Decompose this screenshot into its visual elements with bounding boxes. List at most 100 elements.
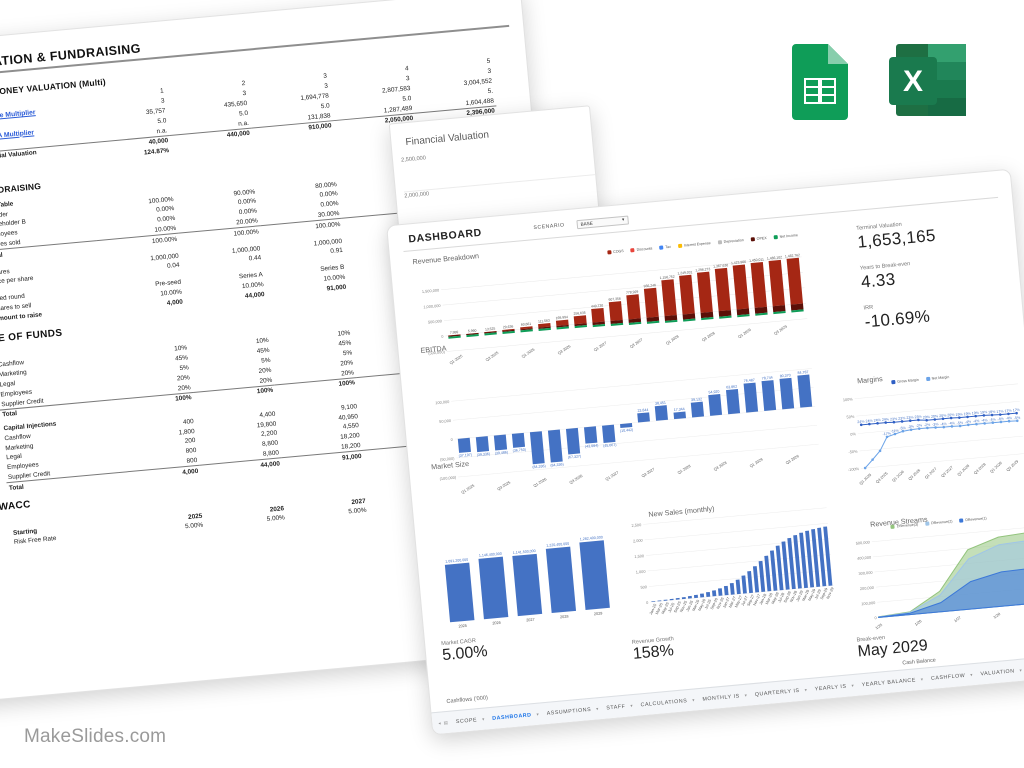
x-tick-label: Q1 2028: [677, 464, 692, 475]
data-point: [884, 421, 888, 424]
data-label: 169,994: [556, 315, 569, 320]
data-label: 20%: [931, 414, 939, 419]
dashboard-window[interactable]: DASHBOARD SCENARIO BASE ▾ Revenue Breakd…: [386, 168, 1024, 736]
bar: [743, 382, 759, 413]
x-tick-label: Q3 2027: [941, 465, 954, 478]
data-label: 17,344: [674, 407, 685, 412]
sheet-tab-bar[interactable]: ◂ ▤ SCOPE ▾ DASHBOARD ▾ ASSUMPTIONS ▾ STAFF ▾ CA…: [431, 655, 1024, 735]
data-label: -5%: [899, 426, 907, 431]
x-tick-label: Mar-27: [728, 596, 737, 609]
data-label: 20%: [939, 413, 947, 418]
data-point: [925, 418, 928, 422]
x-tick-label: Nov-27: [753, 593, 762, 606]
bar-segment-opex: [556, 324, 569, 328]
bar-segment-opex: [628, 318, 642, 323]
data-label: -4%: [948, 421, 956, 426]
axis-tick: 100,000: [435, 399, 450, 405]
x-tick-label: Q3 2028: [713, 461, 728, 472]
sheet-tab-yearly-balance[interactable]: YEARLY BALANCE: [861, 676, 917, 688]
sheet-tab-valuation[interactable]: VALUATION: [980, 667, 1015, 677]
x-tick-label: Mar-29: [802, 589, 811, 602]
data-label: 1,156,752: [659, 275, 674, 280]
data-label: 39,132: [691, 397, 702, 402]
sheet-tab-scope[interactable]: SCOPE: [455, 716, 478, 725]
axis-tick: 2,000: [633, 538, 644, 544]
market-size-chart[interactable]: 1,091,200,000 2025 1,146,400,000 2026 1,141,…: [431, 515, 622, 643]
data-point: [966, 423, 970, 427]
legend-label: Tax: [665, 244, 672, 250]
bar: [817, 527, 827, 587]
data-label: (84,336): [532, 464, 546, 469]
bar: [805, 530, 815, 588]
data-label: 1,282,400,000: [580, 535, 603, 541]
x-tick-label: Q1 2029: [749, 458, 764, 469]
data-label: 24%: [882, 417, 890, 422]
legend-label: Depreciation: [723, 238, 744, 244]
revenue-streams-chart[interactable]: 500,000 400,000 300,000 200,000 100,000 0 1/25…: [845, 519, 1024, 646]
legend-label: Discounts: [636, 246, 653, 252]
data-point: [1007, 419, 1011, 423]
new-sales-chart[interactable]: 2,5002,0001,5001,0005000Jan-25Mar-25May-…: [621, 499, 841, 638]
sheet-tab-monthly-is[interactable]: MONTHLY IS: [702, 692, 740, 703]
sheet-tab-calculations[interactable]: CALCULATIONS: [640, 697, 688, 708]
axis-tick: 500: [640, 584, 648, 590]
cashflows-label: Cashflows ('000): [446, 695, 489, 705]
ebitda-chart[interactable]: 100,000 50,000 0 (50,000) (100,000) (37,197) (…: [417, 358, 826, 514]
bar: [608, 301, 623, 322]
x-tick-label: Jul-27: [741, 595, 749, 606]
sheet-tab-dashboard[interactable]: DASHBOARD: [492, 711, 532, 722]
bar-segment-opex: [700, 311, 714, 319]
data-point: [999, 420, 1003, 424]
sheet-tab-assumptions[interactable]: ASSUMPTIONS: [546, 706, 592, 717]
bar-segment-opex: [484, 331, 497, 334]
bar-segment-opex: [664, 314, 678, 321]
series-line: [861, 412, 1017, 426]
x-tick-label: Q3 2027: [629, 338, 643, 349]
tab-menu-icon[interactable]: ▾: [1019, 667, 1022, 673]
data-point: [871, 458, 874, 461]
bar-segment-opex: [448, 334, 461, 337]
data-label: 1,466,102: [767, 255, 782, 260]
axis-tick: (50,000): [440, 456, 456, 462]
sheet-tab-yearly-is[interactable]: YEARLY IS: [814, 683, 847, 693]
data-label: 607,356: [608, 297, 621, 302]
data-label: 19%: [972, 411, 980, 416]
bar: [579, 540, 610, 610]
bar: [768, 259, 785, 307]
data-label: -3%: [932, 422, 940, 427]
x-tick-label: 2029: [594, 611, 603, 616]
bar-segment-opex: [574, 323, 587, 327]
x-tick-label: 2028: [560, 615, 569, 620]
data-point: [901, 429, 905, 433]
bar: [661, 279, 677, 317]
data-point: [983, 422, 986, 425]
data-label: 1,296,273: [695, 267, 710, 272]
bar-segment-net-income: [502, 330, 515, 334]
sheet-tab-staff[interactable]: STAFF: [606, 703, 626, 711]
data-point: [917, 418, 920, 422]
x-tick-label: Mar-28: [765, 592, 774, 605]
data-point: [974, 414, 977, 418]
x-tick-label: Q1 2028: [957, 464, 970, 477]
scenario-dropdown[interactable]: BASE ▾: [576, 215, 629, 229]
x-tick-label: May-25: [661, 602, 670, 615]
margins-chart[interactable]: 100%50%0%-50%-100%24% 24% 24% 24% 23% 23% 23% 2…: [832, 376, 1024, 499]
sheet-tab-quarterly-is[interactable]: QUARTERLY IS: [754, 687, 800, 698]
legend-item: Depreciation: [717, 238, 744, 245]
data-point: [933, 418, 937, 421]
data-label: 84,787: [797, 370, 808, 375]
sheet-tab-cashflow[interactable]: CASHFLOW: [930, 672, 966, 682]
x-tick-label: 1/27: [953, 616, 961, 624]
bar: [752, 566, 760, 593]
data-label: 20%: [947, 413, 955, 418]
legend-swatch: [773, 235, 778, 240]
data-label: 60,661: [521, 322, 532, 327]
x-tick-label: Jan-28: [759, 593, 768, 605]
axis-tick: 200,000: [860, 585, 875, 591]
data-label: 5,960: [468, 329, 477, 334]
bar: [693, 594, 699, 599]
data-label: 19%: [955, 412, 963, 417]
legend-item: Tax: [659, 245, 671, 250]
revenue-breakdown-chart[interactable]: 1,500,000 1,000,000 500,000 0 (500,000) 7,999…: [407, 251, 814, 379]
bar: [545, 546, 577, 614]
